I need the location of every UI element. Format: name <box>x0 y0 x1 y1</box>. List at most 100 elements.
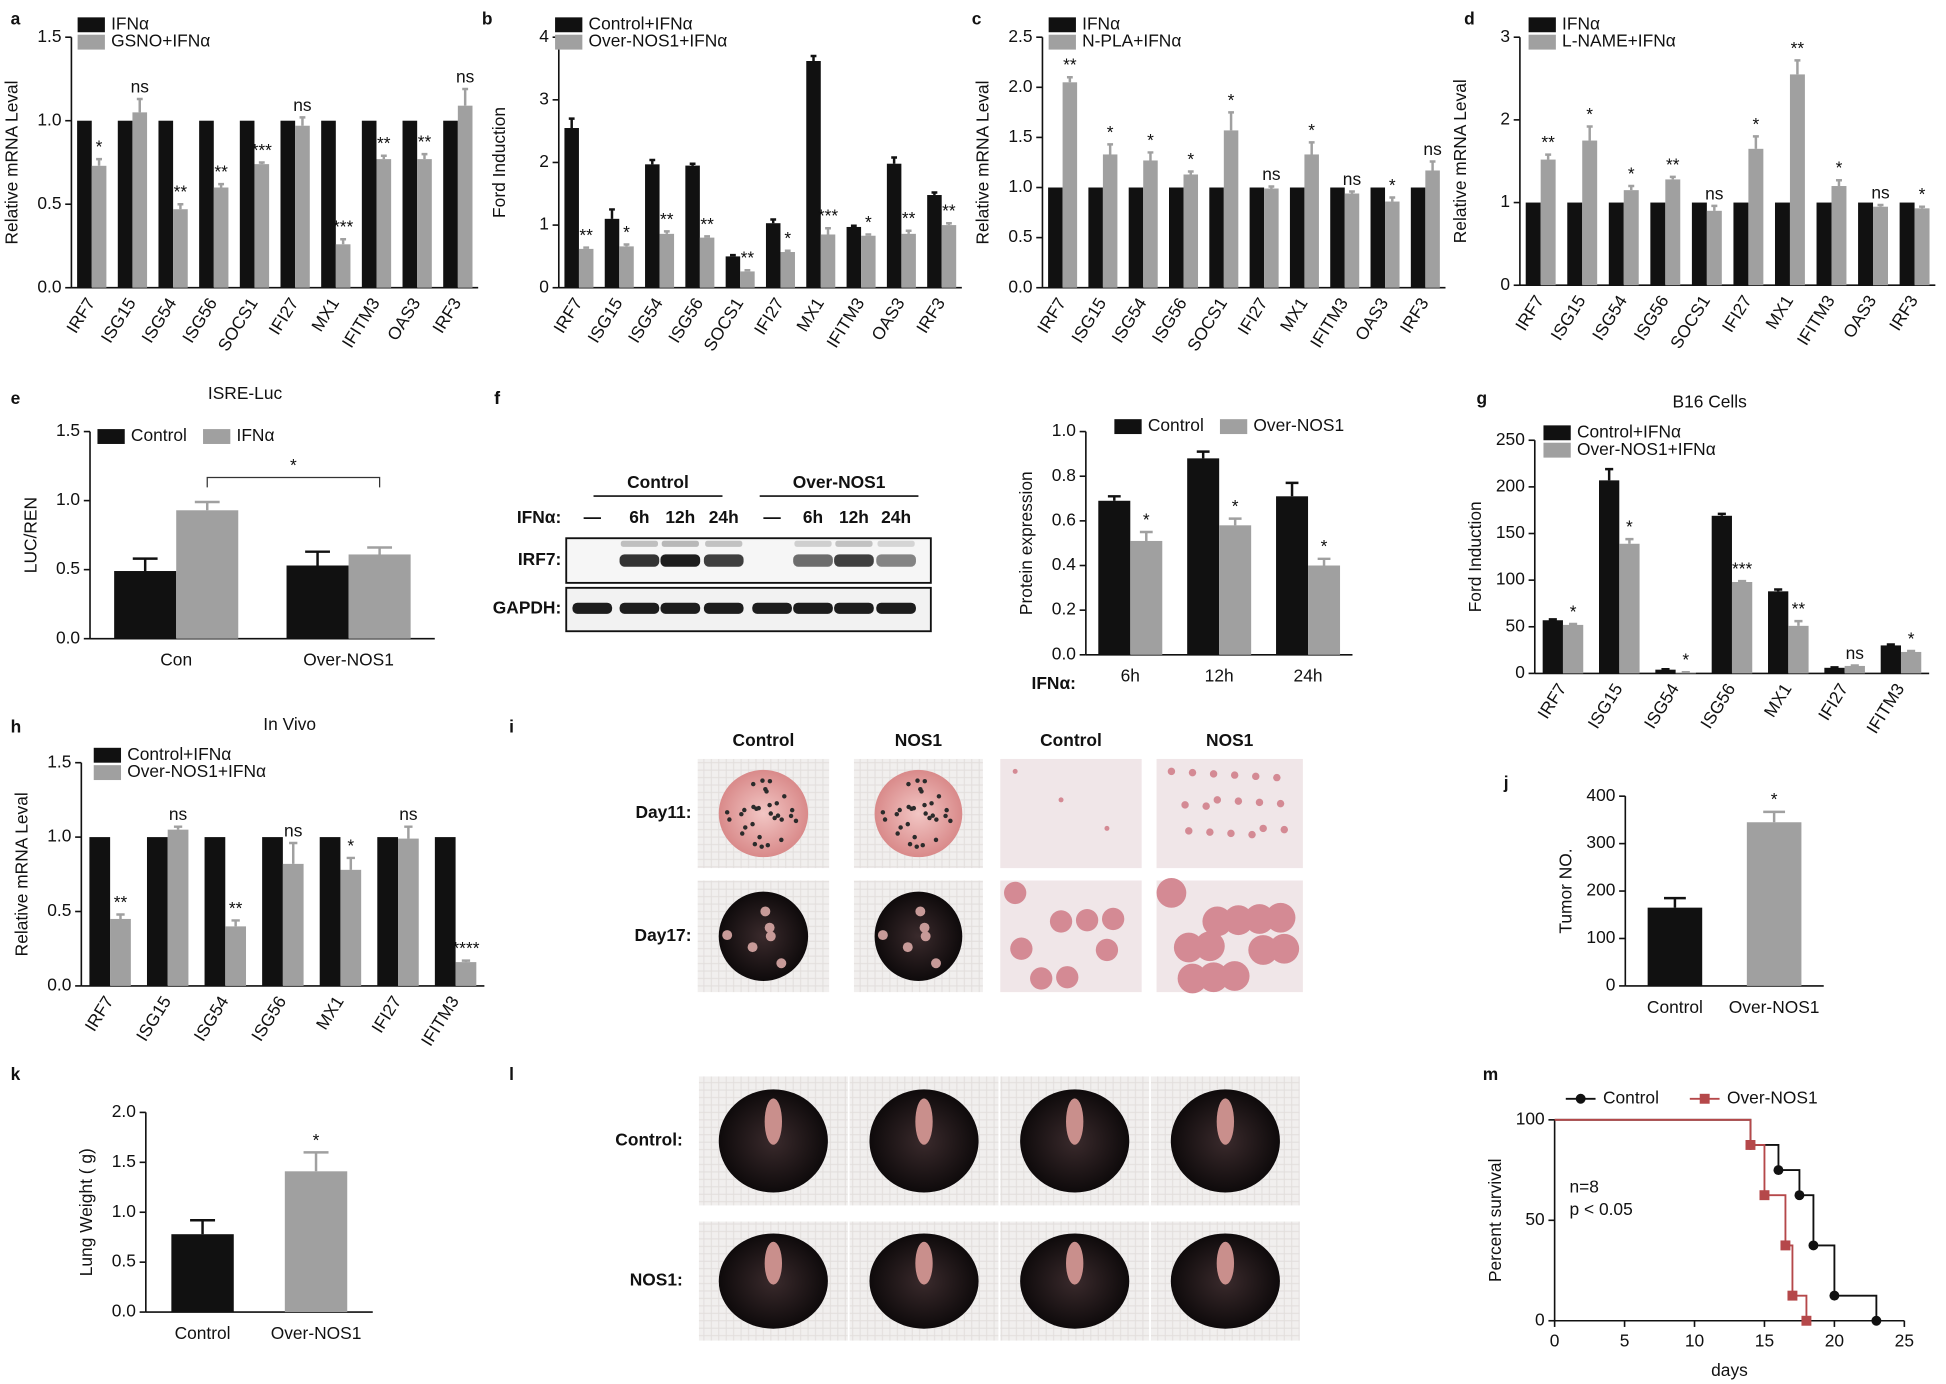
x-tick-label: MX1 <box>1276 294 1312 335</box>
significance-label: ns <box>456 66 475 86</box>
irf7-faint <box>835 540 873 547</box>
x-tick-label: ISG54 <box>1107 294 1150 347</box>
y-tick-label: 0.6 <box>1052 509 1076 529</box>
annotation: p < 0.05 <box>1570 1199 1633 1219</box>
significance-label: ns <box>284 820 303 840</box>
lesion <box>1269 933 1300 964</box>
error-bar <box>116 913 125 919</box>
panel-letter: j <box>1503 772 1509 792</box>
error-bar <box>1794 59 1801 75</box>
bar <box>604 218 620 288</box>
chart-title: B16 Cells <box>1672 392 1747 412</box>
lung <box>718 769 809 858</box>
x-tick-label: 15 <box>1755 1330 1774 1350</box>
lung-hilum <box>1216 1098 1235 1145</box>
significance-label: *** <box>333 217 354 237</box>
significance-label: **** <box>452 938 479 958</box>
lane-label: 24h <box>709 507 739 527</box>
y-tick-label: 150 <box>1496 522 1525 542</box>
x-tick-label: ISG54 <box>1588 291 1631 344</box>
marker <box>1808 1240 1819 1251</box>
histology <box>1000 758 1142 869</box>
spot <box>931 958 941 969</box>
significance-label: ns <box>1343 169 1362 189</box>
bar <box>861 235 876 288</box>
lesion <box>1185 827 1193 835</box>
bar <box>1183 174 1199 288</box>
bar <box>765 223 781 288</box>
spot <box>906 781 911 787</box>
significance-label: * <box>1147 130 1154 150</box>
error-bar <box>380 154 387 160</box>
error-bar <box>891 156 898 164</box>
error-bar <box>305 550 330 566</box>
bar <box>619 246 634 288</box>
bar <box>335 244 351 288</box>
bar <box>1425 170 1440 288</box>
histology <box>1156 758 1303 869</box>
error-bar <box>190 1218 216 1235</box>
error-bar <box>1349 190 1355 194</box>
significance-label: ** <box>114 892 128 912</box>
lesion <box>1248 935 1279 965</box>
legend-label: Control <box>1603 1087 1659 1107</box>
bar <box>199 120 214 288</box>
y-tick-label: 0.0 <box>56 627 80 647</box>
error-bar <box>1429 160 1436 171</box>
error-bar <box>1107 495 1121 501</box>
x-tick-label: IFI27 <box>367 992 405 1036</box>
bar <box>1048 187 1063 288</box>
bar <box>1731 582 1753 674</box>
x-tick-label: Over-NOS1 <box>271 1323 362 1343</box>
y-axis-label: Percent survival <box>1485 1159 1505 1282</box>
x-tick-label: ISG15 <box>583 294 626 346</box>
panel-g: g B16 Cells Ford Induction 0 50 100 150 200 250 C… <box>1465 388 1930 737</box>
error-bar <box>231 919 240 927</box>
spot <box>751 804 756 810</box>
x-tick-label: OAS3 <box>1839 292 1881 342</box>
significance-label: ** <box>418 132 432 152</box>
panel-letter: c <box>972 8 982 28</box>
y-tick-label: 0.5 <box>37 193 61 213</box>
bar <box>225 926 247 986</box>
y-tick-label: 100 <box>1516 1108 1545 1128</box>
y-axis-label: Tumor NO. <box>1556 848 1576 933</box>
lane-label: — <box>763 507 781 527</box>
bar <box>171 1234 234 1313</box>
significance-label: * <box>623 222 630 242</box>
spot <box>765 931 776 942</box>
spot <box>772 815 777 821</box>
bar <box>659 233 675 288</box>
error-bar <box>1569 622 1578 626</box>
spot <box>905 821 911 827</box>
panel-a: a Relative mRNA Leval 0.0 0.5 1.0 1.5 IFNαGSNO… <box>2 8 479 355</box>
error-bar <box>583 246 590 249</box>
x-tick-label: IRF3 <box>428 294 465 337</box>
spot <box>936 794 942 799</box>
spot <box>944 807 949 813</box>
lesion <box>1058 797 1064 803</box>
legend-swatch <box>97 429 125 444</box>
y-axis-label: Relative mRNA Leval <box>2 80 22 244</box>
lesion <box>1167 767 1176 776</box>
bar <box>1304 154 1319 288</box>
legend-swatch <box>77 34 105 50</box>
bar <box>455 962 477 986</box>
y-axis-label: Relative mRNA Leval <box>1450 79 1470 243</box>
x-tick-label: Over-NOS1 <box>1729 997 1820 1017</box>
legend-label: Control+IFNα <box>589 13 693 33</box>
lesion <box>1177 963 1208 994</box>
error-bar <box>1752 135 1759 149</box>
x-tick-label: MX1 <box>312 992 348 1033</box>
spot <box>948 818 953 824</box>
spot <box>920 931 931 942</box>
lane-label: 24h <box>881 507 911 527</box>
bar <box>1691 202 1707 286</box>
error-bar <box>1389 196 1396 202</box>
lane-label: 12h <box>665 507 695 527</box>
lung-hilum <box>1216 1241 1235 1285</box>
band-label: IRF7: <box>518 549 561 569</box>
y-tick-label: 50 <box>1525 1209 1544 1229</box>
x-tick-label: SOCS1 <box>214 294 262 355</box>
